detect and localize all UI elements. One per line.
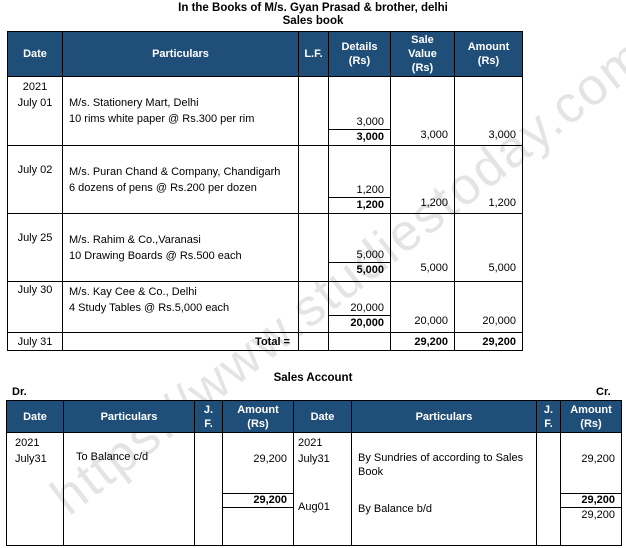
- credit-year: 2021: [298, 437, 323, 449]
- header-jf-dr: J. F.: [194, 400, 223, 433]
- entry-amount: 5,000: [488, 262, 516, 274]
- ledger-row: 2021 July31 To Balance c/d 29,200 29,200…: [6, 432, 622, 546]
- credit-total: 29,200: [561, 493, 621, 508]
- entry-sale-value: 3,000: [420, 129, 448, 141]
- entry-detail: 5,000: [356, 249, 384, 261]
- header-amount: Amount (Rs): [454, 31, 523, 77]
- entry-detail: 20,000: [350, 302, 384, 314]
- table-row: July 30 M/s. Kay Cee & Co., Delhi 4 Stud…: [7, 281, 523, 333]
- entry-detail: 1,200: [356, 184, 384, 196]
- debit-date: July31: [15, 453, 47, 465]
- sales-book-title: Sales book: [282, 15, 344, 27]
- entry-detail-total: 20,000: [329, 315, 390, 330]
- sales-book-table: Date Particulars L.F. Details (Rs) Sale …: [7, 31, 523, 351]
- entry-sale-value: 1,200: [420, 197, 448, 209]
- sales-account-title: Sales Account: [273, 372, 353, 384]
- entry-amount: 20,000: [482, 315, 516, 327]
- entry-sale-value: 5,000: [420, 262, 448, 274]
- cr-label: Cr.: [596, 386, 611, 398]
- entry-date: July 25: [17, 232, 53, 244]
- entry-sale-value: 20,000: [414, 315, 448, 327]
- total-row: July 31 Total = 29,200 29,200: [7, 332, 523, 351]
- entry-detail-total: 5,000: [329, 262, 390, 277]
- header-amount-dr: Amount (Rs): [222, 400, 294, 433]
- entry-detail-total: 3,000: [329, 129, 390, 144]
- header-lf: L.F.: [298, 31, 329, 77]
- table-row: July 02 M/s. Puran Chand & Company, Chan…: [7, 145, 523, 214]
- entry-item: 4 Study Tables @ Rs.5,000 each: [69, 302, 230, 314]
- entry-item: 10 rims white paper @ Rs.300 per rim: [69, 113, 255, 125]
- entry-detail: 3,000: [356, 116, 384, 128]
- entry-detail-total: 1,200: [329, 197, 390, 212]
- header-particulars: Particulars: [62, 31, 299, 77]
- table-row: 2021 July 01 M/s. Stationery Mart, Delhi…: [7, 76, 523, 146]
- dr-label: Dr.: [12, 386, 27, 398]
- entry-item: 10 Drawing Boards @ Rs.500 each: [69, 250, 242, 262]
- entry-year: 2021: [22, 81, 48, 93]
- header-amount-cr: Amount (Rs): [560, 400, 622, 433]
- credit-particulars: By Sundries of according to Sales Book: [358, 452, 524, 478]
- entry-party: M/s. Rahim & Co.,Varanasi: [69, 234, 201, 246]
- header-details: Details (Rs): [328, 31, 391, 77]
- header-jf-cr: J. F.: [536, 400, 561, 433]
- header-sale-value: Sale Value (Rs): [390, 31, 455, 77]
- header-particulars-cr: Particulars: [351, 400, 537, 433]
- entry-party: M/s. Stationery Mart, Delhi: [69, 97, 199, 109]
- total-amount: 29,200: [482, 335, 516, 348]
- debit-amount: 29,200: [253, 453, 287, 465]
- credit-bd-particulars: By Balance b/d: [358, 503, 432, 515]
- credit-date: July31: [298, 453, 330, 465]
- debit-year: 2021: [15, 437, 40, 449]
- debit-total: 29,200: [223, 493, 293, 508]
- table-row: July 25 M/s. Rahim & Co.,Varanasi 10 Dra…: [7, 213, 523, 282]
- header-date: Date: [7, 31, 63, 77]
- sales-book-header-row: Date Particulars L.F. Details (Rs) Sale …: [7, 31, 523, 77]
- header-date-dr: Date: [6, 400, 64, 433]
- entry-amount: 1,200: [488, 197, 516, 209]
- entry-party: M/s. Kay Cee & Co., Delhi: [69, 286, 197, 298]
- debit-particulars: To Balance c/d: [76, 451, 149, 463]
- sales-account-header-row: Date Particulars J. F. Amount (Rs) Date …: [6, 400, 622, 433]
- total-date: July 31: [17, 335, 53, 348]
- sales-account-table: Date Particulars J. F. Amount (Rs) Date …: [6, 400, 622, 546]
- credit-amount: 29,200: [581, 453, 615, 465]
- entry-item: 6 dozens of pens @ Rs.200 per dozen: [69, 182, 257, 194]
- entry-amount: 3,000: [488, 129, 516, 141]
- header-particulars-dr: Particulars: [63, 400, 195, 433]
- entry-date: July 30: [17, 284, 53, 296]
- total-label: Total =: [255, 335, 290, 348]
- total-sale-value: 29,200: [414, 335, 448, 348]
- book-heading: In the Books of M/s. Gyan Prasad & broth…: [178, 2, 448, 14]
- entry-date: July 01: [17, 97, 53, 109]
- header-date-cr: Date: [293, 400, 352, 433]
- credit-bd-date: Aug01: [298, 501, 330, 513]
- credit-bd-amount: 29,200: [581, 509, 615, 521]
- entry-date: July 02: [17, 164, 53, 176]
- entry-party: M/s. Puran Chand & Company, Chandigarh: [69, 166, 281, 178]
